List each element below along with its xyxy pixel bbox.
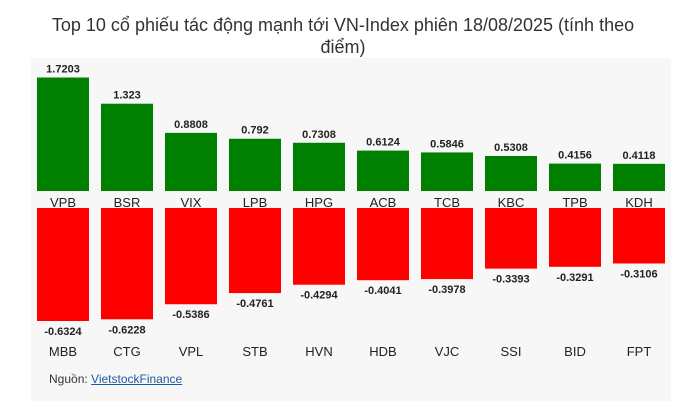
positive-category-label: TCB xyxy=(434,195,460,210)
positive-bar xyxy=(421,152,473,191)
positive-category-label: ACB xyxy=(370,195,397,210)
negative-bar xyxy=(165,208,217,305)
positive-value-label: 0.5846 xyxy=(430,138,464,150)
negative-value-label: -0.3393 xyxy=(492,274,529,286)
negative-category-label: FPT xyxy=(627,344,652,359)
positive-bar xyxy=(357,150,409,191)
positive-bar xyxy=(549,163,601,191)
positive-category-label: LPB xyxy=(243,195,268,210)
negative-category-label: VPL xyxy=(179,344,204,359)
negative-value-label: -0.5386 xyxy=(172,309,209,321)
positive-value-label: 0.792 xyxy=(241,125,269,137)
positive-value-label: 0.5308 xyxy=(494,142,528,154)
negative-category-label: STB xyxy=(242,344,267,359)
negative-bar xyxy=(357,208,409,281)
negative-value-label: -0.3106 xyxy=(620,268,657,280)
positive-value-label: 1.323 xyxy=(113,90,141,102)
source-link[interactable]: VietstockFinance xyxy=(91,372,183,386)
bar-chart: 1.7203 VPB 1.323 BSR 0.8808 VIX 0.792 LPB 0.7308… xyxy=(37,64,665,359)
negative-category-label: BID xyxy=(564,344,586,359)
positive-value-label: 1.7203 xyxy=(46,64,80,76)
positive-bar xyxy=(37,77,89,191)
negative-bar xyxy=(293,208,345,285)
chart-area: 1.7203 VPB 1.323 BSR 0.8808 VIX 0.792 LPB 0.7308… xyxy=(31,58,671,401)
negative-bar xyxy=(613,208,665,264)
positive-bar xyxy=(293,142,345,191)
positive-category-label: VIX xyxy=(181,195,202,210)
positive-category-label: HPG xyxy=(305,195,333,210)
negative-category-label: CTG xyxy=(113,344,140,359)
negative-value-label: -0.6324 xyxy=(44,326,82,338)
positive-bar xyxy=(101,103,153,191)
positive-value-label: 0.8808 xyxy=(174,119,208,131)
positive-value-label: 0.7308 xyxy=(302,129,336,141)
positive-category-label: VPB xyxy=(50,195,76,210)
negative-bar xyxy=(37,208,89,321)
negative-category-label: MBB xyxy=(49,344,77,359)
negative-bar xyxy=(421,208,473,280)
negative-value-label: -0.4041 xyxy=(364,285,401,297)
negative-bar xyxy=(229,208,281,294)
positive-bar xyxy=(613,163,665,191)
positive-category-label: BSR xyxy=(114,195,141,210)
negative-value-label: -0.3978 xyxy=(428,284,465,296)
negative-value-label: -0.4761 xyxy=(236,298,273,310)
source-note: Nguồn: VietstockFinance xyxy=(49,372,182,386)
negative-category-label: SSI xyxy=(501,344,522,359)
positive-category-label: KDH xyxy=(625,195,652,210)
positive-value-label: 0.4156 xyxy=(558,150,592,162)
positive-bar xyxy=(165,132,217,191)
positive-value-label: 0.6124 xyxy=(366,137,401,149)
negative-value-label: -0.6228 xyxy=(108,324,145,336)
negative-category-label: HDB xyxy=(369,344,396,359)
negative-category-label: HVN xyxy=(305,344,332,359)
negative-value-label: -0.3291 xyxy=(556,272,593,284)
negative-bar xyxy=(549,208,601,267)
positive-bar xyxy=(229,138,281,191)
negative-category-label: VJC xyxy=(435,344,460,359)
positive-category-label: TPB xyxy=(562,195,587,210)
positive-category-label: KBC xyxy=(498,195,525,210)
source-label: Nguồn: xyxy=(49,372,88,386)
positive-value-label: 0.4118 xyxy=(622,150,655,162)
negative-bar xyxy=(101,208,153,320)
positive-bar xyxy=(485,155,537,191)
negative-bar xyxy=(485,208,537,269)
chart-title: Top 10 cổ phiếu tác động mạnh tới VN-Ind… xyxy=(51,15,635,57)
negative-value-label: -0.4294 xyxy=(300,290,338,302)
